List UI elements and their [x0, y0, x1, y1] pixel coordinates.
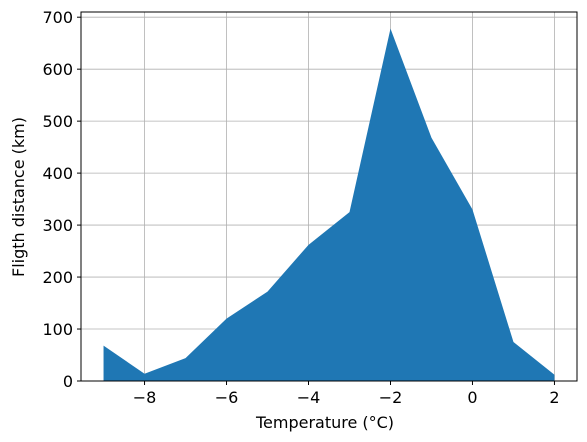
- grid-lines: [81, 12, 577, 382]
- x-axis: −8 −6 −4 −2 0 2: [133, 381, 560, 407]
- y-tick-label: 0: [63, 372, 73, 391]
- area-fill: [103, 28, 555, 382]
- x-tick-label: −4: [297, 388, 321, 407]
- y-tick-label: 100: [42, 320, 73, 339]
- x-tick-label: −8: [133, 388, 157, 407]
- x-tick-label: 2: [549, 388, 559, 407]
- y-tick-label: 300: [42, 216, 73, 235]
- plot-border: [80, 11, 578, 382]
- x-tick-label: −6: [215, 388, 239, 407]
- y-tick-label: 400: [42, 164, 73, 183]
- x-axis-label: Temperature (°C): [255, 413, 394, 432]
- y-tick-label: 600: [42, 60, 73, 79]
- y-tick-label: 500: [42, 112, 73, 131]
- x-tick-label: 0: [467, 388, 477, 407]
- y-axis-label: Fligth distance (km): [9, 117, 28, 277]
- plot-frame: [80, 11, 578, 382]
- x-tick-label: −2: [379, 388, 403, 407]
- y-tick-label: 700: [42, 8, 73, 27]
- area-series: [103, 28, 555, 382]
- y-tick-label: 200: [42, 268, 73, 287]
- y-axis: 0 100 200 300 400 500 600 700: [42, 8, 81, 391]
